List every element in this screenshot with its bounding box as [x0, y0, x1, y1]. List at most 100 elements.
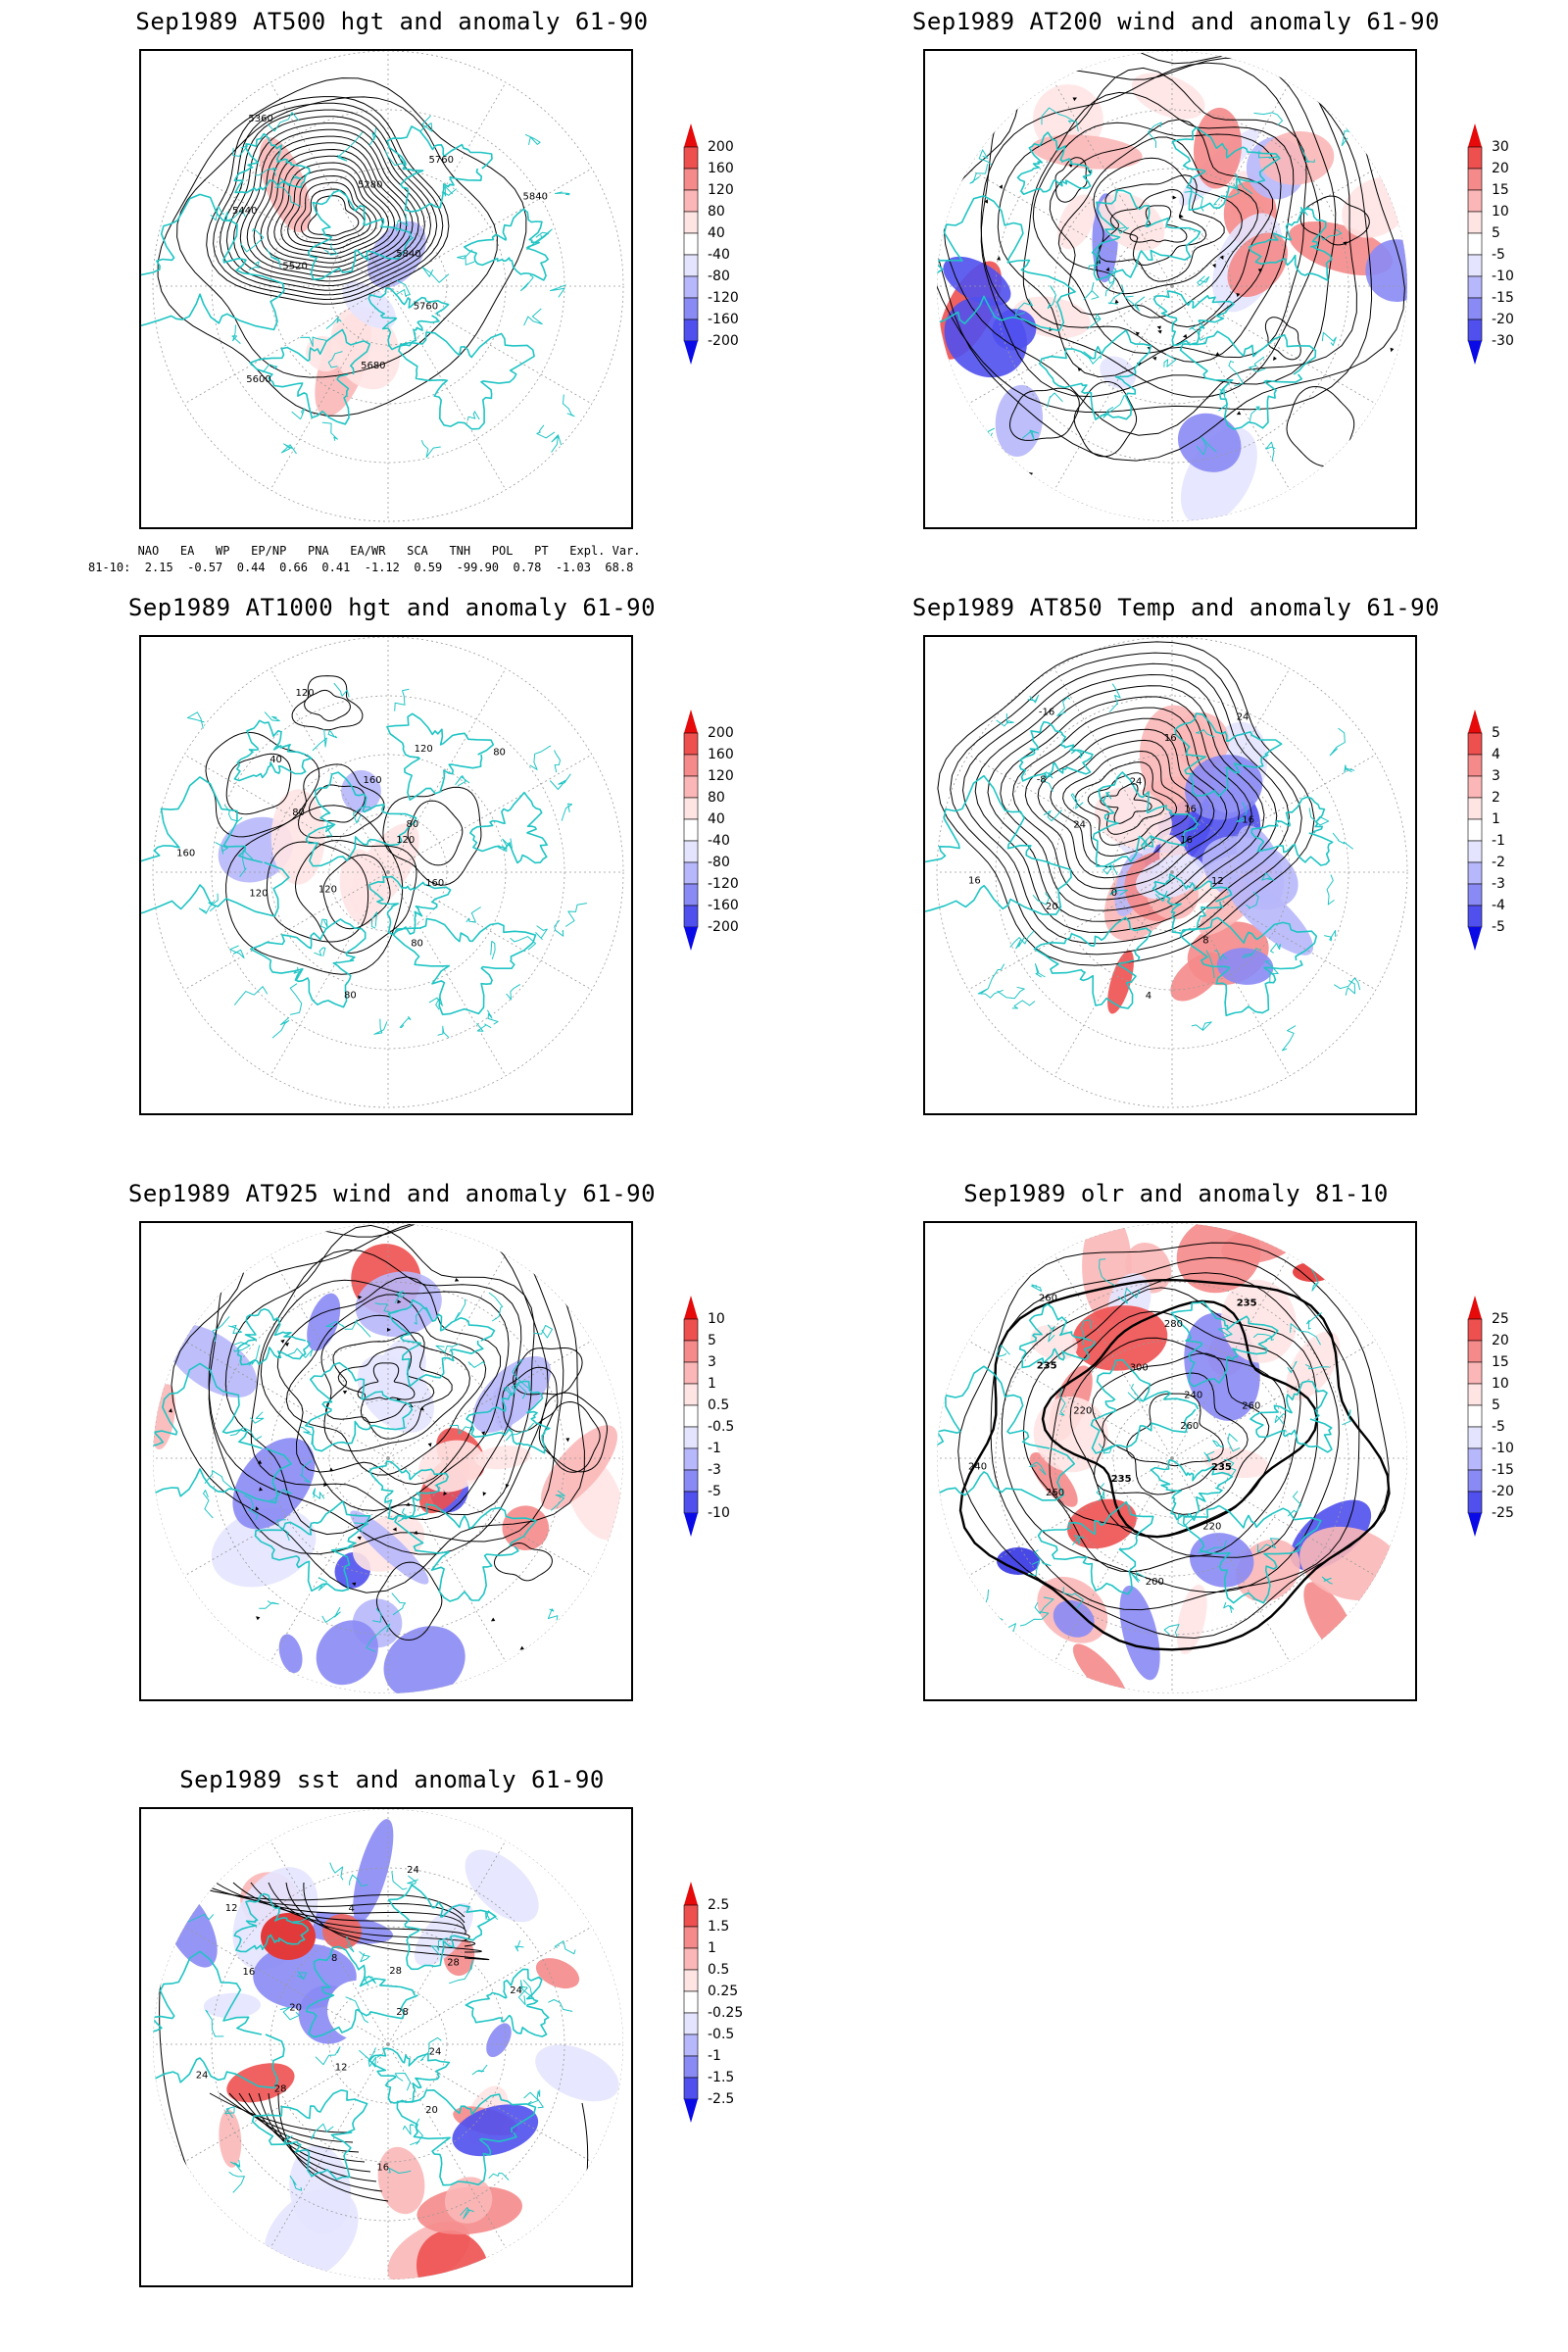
border-line: [289, 983, 303, 1015]
coastline: [1250, 796, 1334, 866]
contour-label: 16: [1242, 815, 1254, 826]
map-layer: [937, 51, 1407, 521]
colorbar-label: 2: [1492, 790, 1500, 806]
meridian: [387, 871, 593, 991]
contour-line: [228, 2092, 360, 2153]
colorbar-box: [683, 297, 699, 320]
anomaly-patch: [943, 256, 1011, 307]
border-line: [490, 940, 496, 960]
contour-label: 8: [1202, 936, 1208, 947]
contour-label: 80: [411, 939, 423, 950]
streamline: [1129, 205, 1188, 243]
colorbar-label: -40: [708, 247, 730, 263]
wind-arrow: [565, 1438, 570, 1443]
map-frame: 28 24 20 16 12 28 24 20 16 12 8 4 24 28 28 24: [139, 1807, 633, 2287]
border-line: [1083, 281, 1100, 301]
border-line: [1124, 295, 1146, 312]
coastline: [1018, 1302, 1096, 1369]
anomaly-patch: [414, 1902, 473, 1967]
border-line: [232, 145, 249, 157]
anomaly-patch: [452, 2104, 539, 2157]
border-line: [346, 1936, 355, 1953]
contour-label: 24: [429, 2047, 442, 2058]
anomaly-patch: [1053, 1599, 1095, 1638]
colorbar-label: -1: [708, 1441, 721, 1456]
border-line: [208, 902, 217, 912]
streamline: [320, 1314, 470, 1452]
contour-line: [215, 1882, 466, 1930]
border-line: [321, 421, 338, 441]
border-line: [279, 174, 303, 187]
contour-label: 0: [1111, 888, 1117, 899]
anomaly-shading: [259, 137, 426, 416]
border-line: [1223, 1601, 1235, 1614]
streamline: [1097, 174, 1225, 282]
contour-label: 235: [1211, 1462, 1232, 1473]
coastline: [387, 1298, 496, 1388]
border-line: [274, 186, 301, 207]
border-line: [248, 261, 260, 270]
polar-map: 5840 5760 5680 5600 5520 5440 5360 5280 5760 5840: [141, 51, 624, 522]
anomaly-patch: [1221, 1279, 1297, 1363]
contour-label: 80: [292, 808, 305, 818]
border-line: [204, 1470, 233, 1490]
coastlines: [153, 1862, 576, 2220]
colorbar-box: [683, 254, 699, 277]
contour-label: 240: [968, 1462, 987, 1473]
border-line: [1274, 1413, 1286, 1425]
border-line: [394, 688, 410, 711]
contour-line: [304, 689, 351, 722]
border-line: [969, 164, 989, 184]
contour-label: 5840: [396, 249, 420, 260]
border-line: [1108, 683, 1121, 712]
colorbar-box: [683, 1340, 699, 1363]
border-line: [523, 308, 543, 326]
border-line: [402, 2124, 415, 2135]
border-line: [359, 2049, 376, 2068]
contour-labels: 28 24 20 16 12 28 24 20 16 12 8 4 24 28 28 24: [196, 1865, 522, 2173]
wind-arrow: [405, 1502, 411, 1506]
contours: [957, 1242, 1391, 1651]
contour-label: -16: [1039, 708, 1054, 718]
border-line: [1264, 959, 1279, 983]
border-line: [1227, 1433, 1241, 1452]
contour-line: [268, 1882, 476, 1947]
anomaly-patch: [502, 1505, 550, 1551]
border-line: [503, 1386, 514, 1396]
colorbar-box: [1467, 883, 1483, 906]
contour-label: 235: [1237, 1298, 1257, 1309]
streamline: [1032, 122, 1282, 355]
wind-arrow: [997, 256, 1001, 261]
streamline: [1073, 381, 1138, 458]
contour-line: [1000, 696, 1252, 911]
border-line: [1154, 890, 1168, 902]
contour-line: [1049, 1310, 1301, 1557]
polar-map: 16 12 8 4 0 20 16 24 -8 -16 24 16 24 16 16: [925, 637, 1408, 1108]
colorbar-label: -200: [708, 919, 739, 935]
streamline: [1109, 188, 1207, 267]
colorbar-box: [683, 232, 699, 256]
coastline: [465, 1968, 550, 2037]
colorbar-label: -10: [1492, 1441, 1514, 1456]
border-line: [259, 364, 277, 372]
colorbar-graphic: [683, 1882, 699, 2123]
anomaly-patch: [353, 1819, 394, 1923]
colorbar-box: [1467, 1340, 1483, 1363]
border-line: [471, 2064, 488, 2076]
border-line: [329, 1862, 344, 1881]
border-line: [1106, 267, 1117, 284]
coastline: [1179, 330, 1317, 430]
streamline: [1093, 157, 1243, 295]
border-line: [1261, 872, 1275, 881]
anomaly-patch: [357, 1354, 434, 1433]
streamline: [224, 1224, 535, 1536]
border-line: [1197, 275, 1210, 286]
border-line: [977, 988, 1004, 999]
wind-arrow: [1179, 214, 1184, 219]
colorbar-label: -3: [1492, 876, 1505, 892]
contour-label: 24: [407, 1865, 419, 1876]
colorbar-label: -5: [1492, 247, 1505, 263]
border-line: [384, 150, 407, 167]
colorbar-label: -0.5: [708, 1419, 735, 1435]
border-line: [1318, 228, 1343, 241]
